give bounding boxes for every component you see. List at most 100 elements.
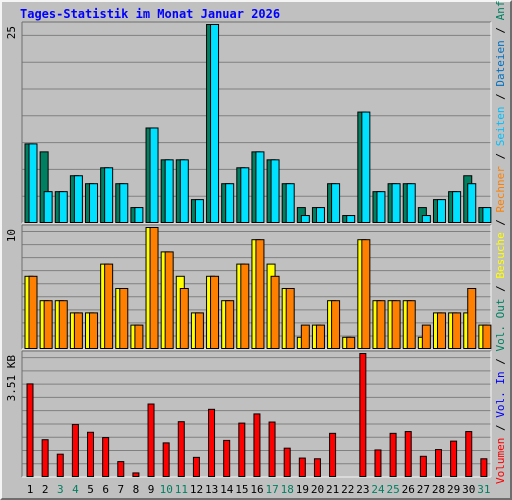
bar-seiten xyxy=(421,215,431,223)
bar-rechner xyxy=(406,300,416,350)
x-tick-label-15: 15 xyxy=(235,483,248,496)
bar-rechner xyxy=(467,288,477,349)
bar-rechner xyxy=(194,312,204,349)
bar-seiten xyxy=(361,111,371,223)
bar-rechner xyxy=(119,288,129,349)
bar-seiten xyxy=(28,143,38,223)
bar-volumen xyxy=(192,456,200,478)
x-tick-label-4: 4 xyxy=(72,483,79,496)
bar-rechner xyxy=(89,312,99,349)
x-tick-label-21: 21 xyxy=(326,483,339,496)
bar-seiten xyxy=(376,191,386,224)
x-tick-label-27: 27 xyxy=(417,483,430,496)
bar-rechner xyxy=(315,324,325,350)
bar-volumen xyxy=(419,455,427,477)
bar-seiten xyxy=(346,215,356,223)
bar-seiten xyxy=(482,207,492,224)
x-tick-label-29: 29 xyxy=(447,483,460,496)
bar-volumen xyxy=(313,458,321,478)
x-tick-label-3: 3 xyxy=(57,483,64,496)
bar-volumen xyxy=(223,439,231,477)
bar-volumen xyxy=(465,431,473,477)
x-tick-label-30: 30 xyxy=(462,483,475,496)
x-tick-label-13: 13 xyxy=(205,483,218,496)
bar-rechner xyxy=(28,275,38,349)
bar-seiten xyxy=(210,24,220,223)
x-tick-label-18: 18 xyxy=(281,483,294,496)
bar-rechner xyxy=(240,263,250,350)
bar-volumen xyxy=(117,461,125,478)
bar-seiten xyxy=(89,183,99,223)
x-tick-label-16: 16 xyxy=(250,483,263,496)
y-max-label-2: 10 xyxy=(5,229,18,242)
bar-rechner xyxy=(255,239,265,349)
bar-seiten xyxy=(467,183,477,223)
bar-seiten xyxy=(43,191,53,224)
bar-rechner xyxy=(361,239,371,349)
x-tick-label-9: 9 xyxy=(148,483,155,496)
bar-rechner xyxy=(43,300,53,350)
bar-rechner xyxy=(285,288,295,349)
bar-seiten xyxy=(119,183,129,223)
bar-volumen xyxy=(329,432,337,477)
bar-volumen xyxy=(450,440,458,478)
bar-volumen xyxy=(132,472,140,478)
x-tick-label-31: 31 xyxy=(477,483,490,496)
bar-rechner xyxy=(346,336,356,349)
bar-rechner xyxy=(58,300,68,350)
bar-volumen xyxy=(374,449,382,478)
bar-seiten xyxy=(58,191,68,224)
bar-volumen xyxy=(56,453,64,477)
bar-volumen xyxy=(147,403,155,478)
bar-seiten xyxy=(134,207,144,224)
x-tick-label-22: 22 xyxy=(341,483,354,496)
bar-rechner xyxy=(376,300,386,350)
bar-rechner xyxy=(210,275,220,349)
bar-rechner xyxy=(391,300,401,350)
bar-rechner xyxy=(452,312,462,349)
bar-volumen xyxy=(41,439,49,478)
x-tick-label-5: 5 xyxy=(87,483,94,496)
bar-rechner xyxy=(270,275,280,349)
bar-volumen xyxy=(208,408,216,477)
bar-volumen xyxy=(434,449,442,477)
bar-volumen xyxy=(177,421,185,478)
bar-seiten xyxy=(315,207,325,224)
x-tick-label-12: 12 xyxy=(190,483,203,496)
x-tick-label-11: 11 xyxy=(175,483,188,496)
bar-rechner xyxy=(104,263,114,350)
bar-rechner xyxy=(482,324,492,350)
bar-seiten xyxy=(436,199,446,223)
bar-seiten xyxy=(73,175,83,224)
bar-volumen xyxy=(359,353,367,477)
x-tick-label-8: 8 xyxy=(133,483,140,496)
bar-seiten xyxy=(270,159,280,224)
bar-rechner xyxy=(73,312,83,349)
x-tick-label-1: 1 xyxy=(27,483,34,496)
x-tick-label-25: 25 xyxy=(387,483,400,496)
x-tick-label-24: 24 xyxy=(371,483,385,496)
bar-seiten xyxy=(179,159,189,224)
bar-seiten xyxy=(240,167,250,223)
bar-volumen xyxy=(238,422,246,477)
bar-rechner xyxy=(164,251,174,349)
x-tick-label-20: 20 xyxy=(311,483,324,496)
bar-seiten xyxy=(225,183,235,223)
bar-volumen xyxy=(87,431,95,478)
x-tick-label-2: 2 xyxy=(42,483,49,496)
y-max-label-1: 25 xyxy=(5,26,18,39)
bar-volumen xyxy=(404,431,412,477)
y-max-label-3: 3.51 KB xyxy=(5,355,18,402)
x-tick-label-10: 10 xyxy=(160,483,173,496)
bar-rechner xyxy=(300,324,310,350)
bar-seiten xyxy=(149,127,159,223)
x-tick-label-14: 14 xyxy=(220,483,234,496)
bar-rechner xyxy=(149,227,159,349)
bar-volumen xyxy=(389,432,397,477)
bar-seiten xyxy=(255,151,265,223)
bar-seiten xyxy=(194,199,204,223)
chart-title: Tages-Statistik im Monat Januar 2026 xyxy=(20,7,281,21)
bar-rechner xyxy=(134,324,144,350)
bar-volumen xyxy=(298,457,306,477)
bar-volumen xyxy=(102,437,110,477)
